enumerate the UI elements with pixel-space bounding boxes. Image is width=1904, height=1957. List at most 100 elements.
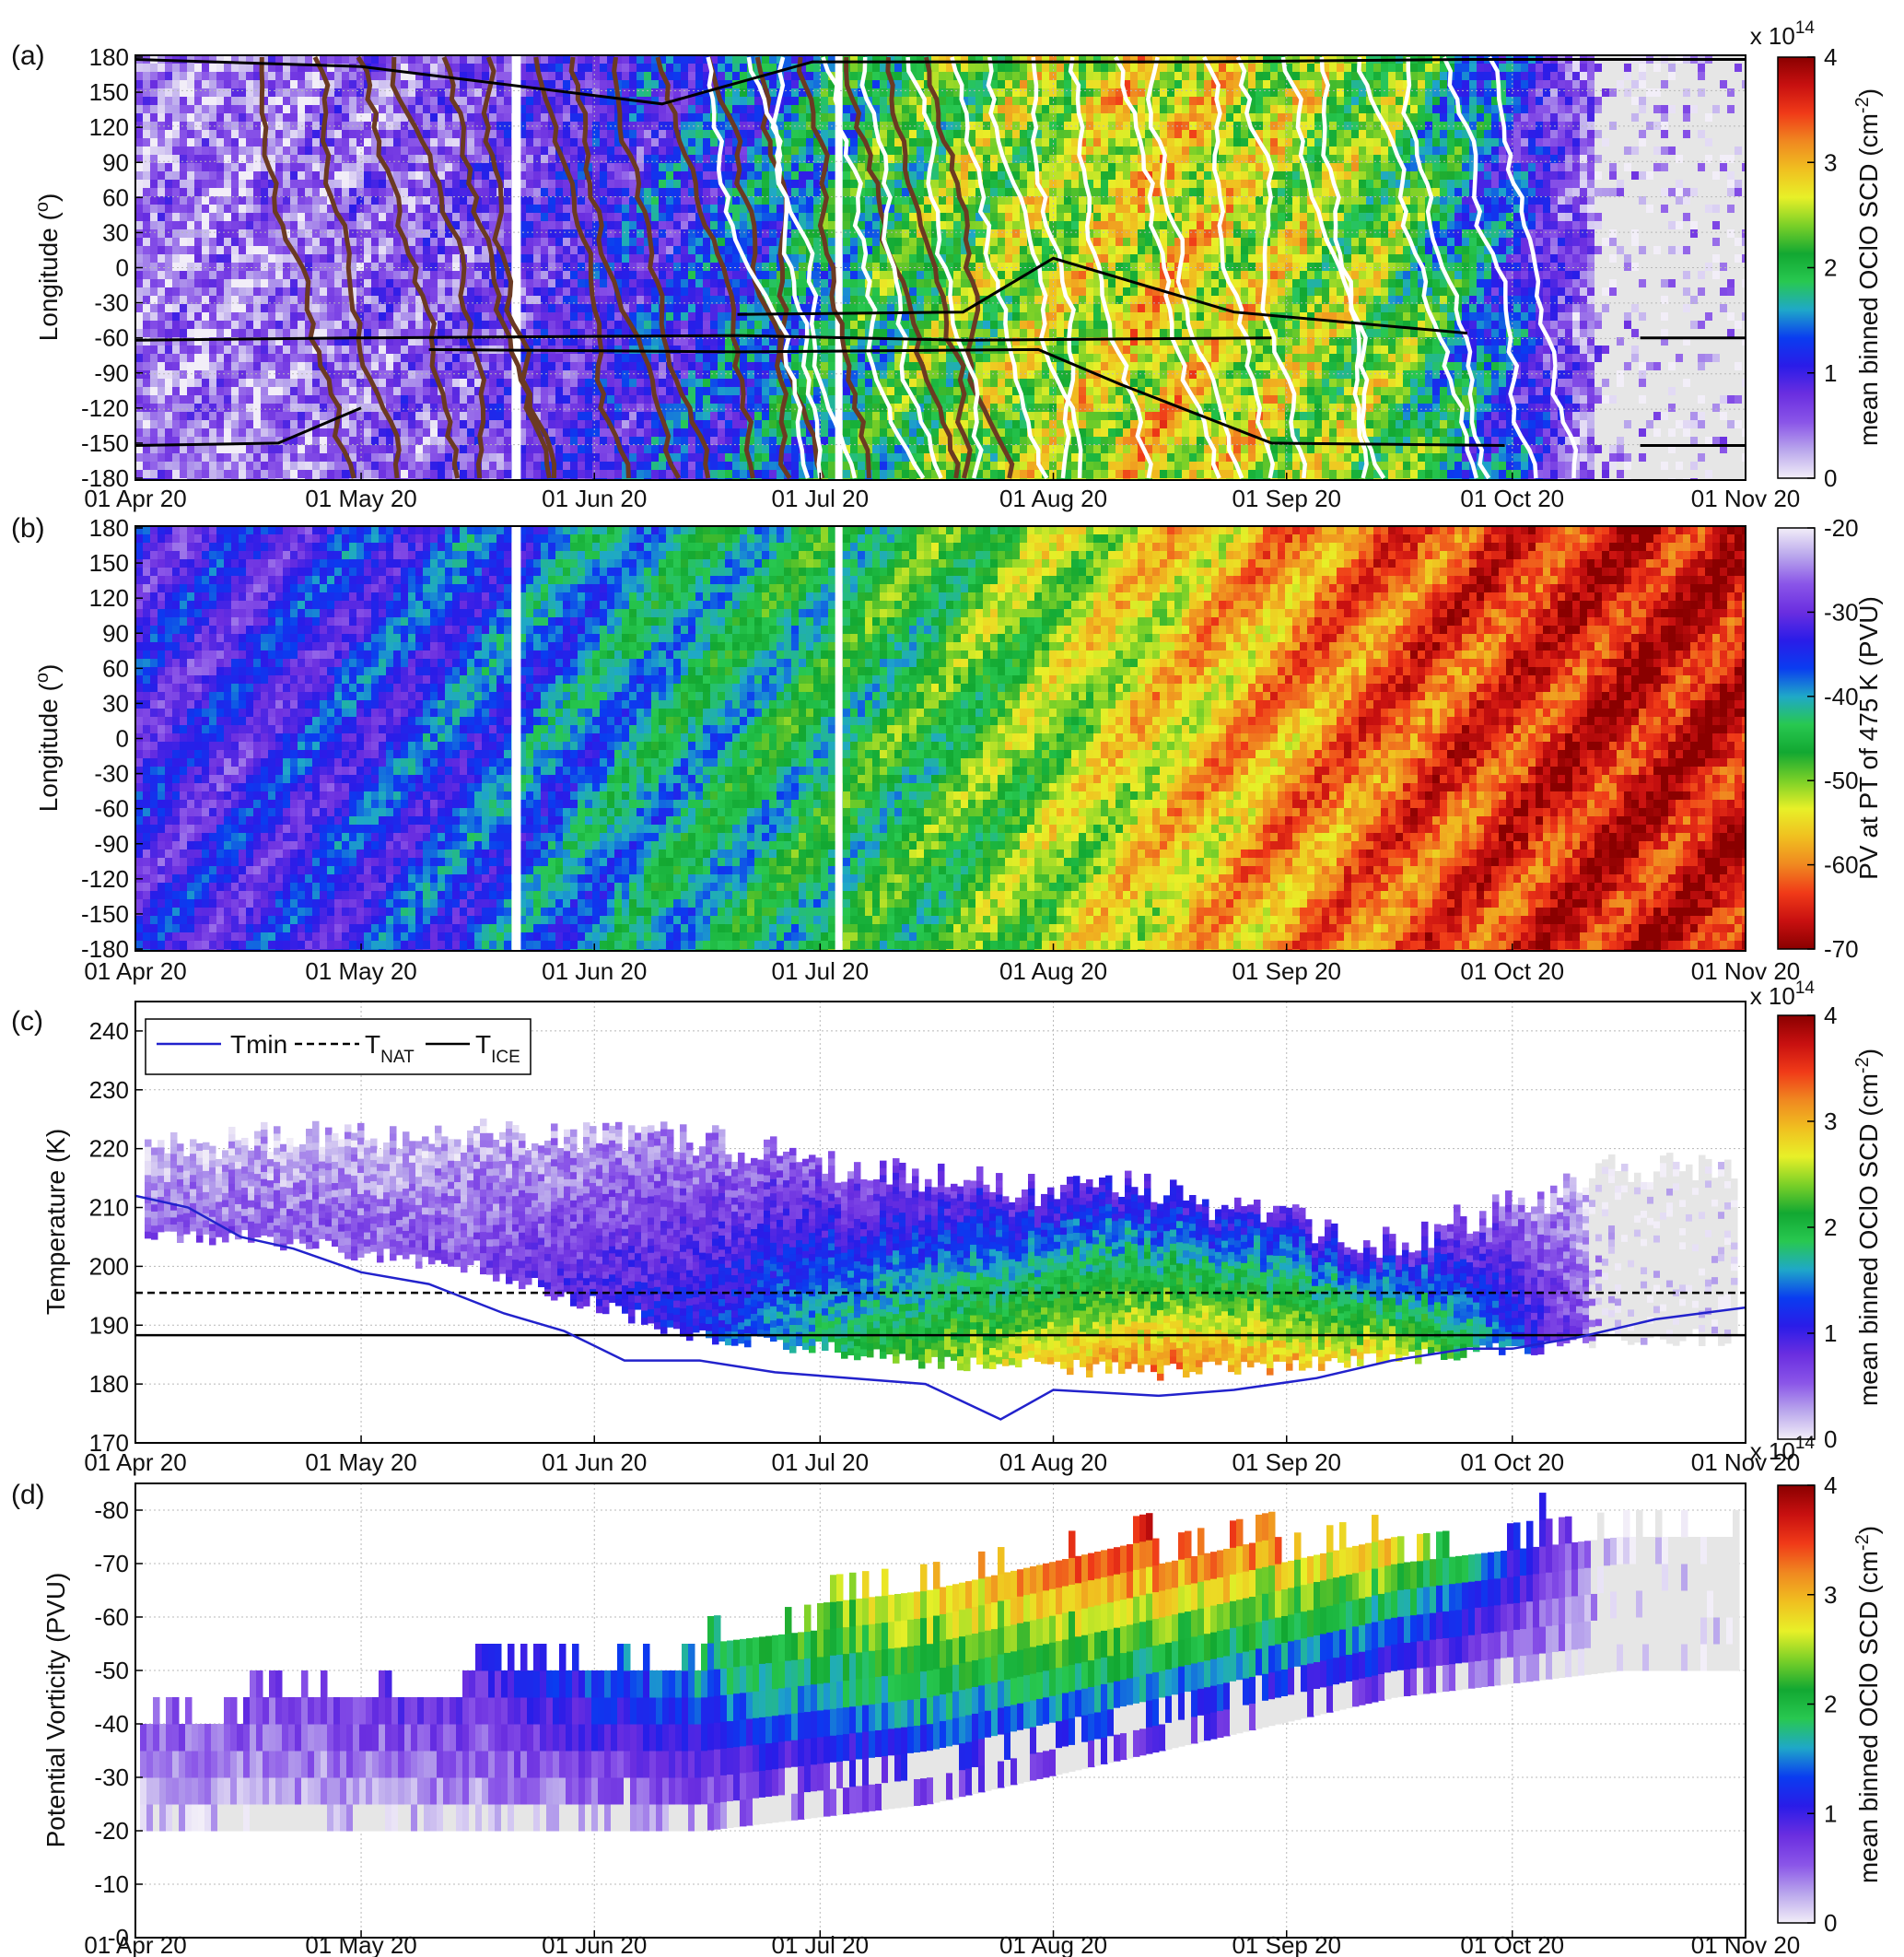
heatmap-cell [165,462,173,471]
heatmap-cell [415,362,424,371]
heatmap-cell [305,229,313,239]
heatmap-cell [754,246,763,255]
heatmap-cell [673,80,682,89]
heatmap-cell [533,205,542,214]
heatmap-cell [180,329,188,338]
heatmap-cell [172,379,181,388]
heatmap-cell [548,229,556,239]
heatmap-cell [415,188,424,197]
heatmap-cell [246,296,254,305]
heatmap-cell [467,370,475,380]
heatmap-cell [312,171,321,181]
heatmap-cell [496,130,505,139]
heatmap-cell [555,180,564,189]
heatmap-cell [216,163,225,172]
heatmap-cell [769,470,777,479]
heatmap-cell [813,395,822,404]
heatmap-cell [194,362,203,371]
heatmap-cell [769,130,777,139]
heatmap-cell [806,163,814,172]
heatmap-cell [666,279,674,288]
heatmap-cell [821,304,829,313]
heatmap-cell [253,188,262,197]
heatmap-cell [246,437,254,446]
heatmap-cell [688,304,696,313]
heatmap-cell [607,138,615,147]
heatmap-cell [710,196,718,205]
heatmap-cell [813,55,822,64]
heatmap-cell [239,279,247,288]
heatmap-cell [423,321,431,330]
heatmap-cell [342,296,350,305]
heatmap-cell [283,221,291,230]
heatmap-cell [651,404,660,413]
heatmap-cell [732,55,741,64]
heatmap-cell [585,304,593,313]
heatmap-cell [224,229,232,239]
heatmap-cell [541,296,549,305]
heatmap-cell [496,387,505,396]
heatmap-cell [305,55,313,64]
heatmap-cell [327,445,335,454]
heatmap-cell [135,72,144,81]
heatmap-cell [688,72,696,81]
heatmap-cell [438,428,446,438]
heatmap-cell [651,229,660,239]
heatmap-cell [379,97,387,106]
heatmap-cell [268,205,276,214]
heatmap-cell [364,138,372,147]
heatmap-cell [644,271,652,280]
heatmap-cell [563,55,571,64]
heatmap-cell [438,453,446,463]
heatmap-cell [688,97,696,106]
heatmap-cell [769,263,777,272]
heatmap-cell [489,221,497,230]
heatmap-cell [305,321,313,330]
heatmap-cell [526,97,534,106]
heatmap-cell [563,304,571,313]
heatmap-cell [194,254,203,264]
heatmap-cell [268,337,276,346]
heatmap-cell [629,213,637,222]
heatmap-cell [467,354,475,363]
heatmap-cell [482,271,490,280]
heatmap-cell [710,387,718,396]
heatmap-cell [349,428,357,438]
heatmap-cell [821,321,829,330]
heatmap-cell [791,246,800,255]
heatmap-cell [246,387,254,396]
heatmap-cell [784,229,792,239]
heatmap-cell [541,395,549,404]
heatmap-cell [688,370,696,380]
heatmap-cell [349,138,357,147]
heatmap-cell [158,146,166,156]
heatmap-cell [202,113,210,123]
heatmap-cell [452,404,461,413]
heatmap-cell [320,445,328,454]
heatmap-cell [327,238,335,247]
heatmap-cell [681,437,689,446]
heatmap-cell [334,138,343,147]
heatmap-cell [246,412,254,421]
heatmap-cell [600,72,608,81]
heatmap-cell [202,97,210,106]
heatmap-cell [202,312,210,322]
heatmap-cell [224,445,232,454]
heatmap-cell [246,453,254,463]
heatmap-cell [607,312,615,322]
heatmap-cell [438,312,446,322]
heatmap-cell [172,337,181,346]
heatmap-cell [445,163,453,172]
heatmap-cell [187,271,195,280]
heatmap-cell [703,238,711,247]
heatmap-cell [216,279,225,288]
heatmap-cell [209,72,217,81]
heatmap-cell [592,113,601,123]
heatmap-cell [393,304,402,313]
heatmap-cell [224,105,232,114]
heatmap-cell [143,88,151,98]
heatmap-cell [231,246,239,255]
heatmap-cell [246,379,254,388]
heatmap-cell [209,171,217,181]
heatmap-cell [460,445,468,454]
